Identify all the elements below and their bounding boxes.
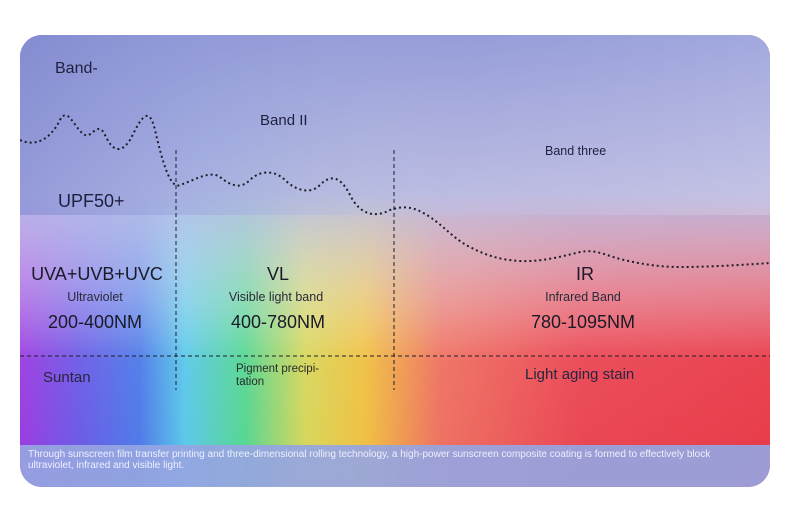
- ir-effect: Light aging stain: [525, 366, 635, 383]
- band1-label: Band-: [55, 60, 98, 77]
- spectrum-background: [20, 35, 770, 487]
- uv-range: 200-400NM: [47, 312, 143, 332]
- uv-name: Ultraviolet: [67, 290, 123, 304]
- vl-effect: Pigment precipi-tation: [236, 363, 320, 388]
- footer-bar: Through sunscreen film transfer printing…: [20, 445, 770, 487]
- vl-range: 400-780NM: [230, 312, 326, 332]
- ir-range: 780-1095NM: [530, 312, 636, 332]
- footer-text: Through sunscreen film transfer printing…: [28, 449, 711, 471]
- vl-name: Visible light band: [228, 290, 324, 304]
- band2-label: Band II: [260, 112, 308, 129]
- upf-label: UPF50+: [58, 191, 125, 211]
- uv-abbr: UVA+UVB+UVC: [31, 264, 163, 284]
- spectrum-card: Band- Band II Band three UPF50+ UVA+UVB+…: [20, 35, 770, 487]
- ir-abbr: IR: [576, 264, 594, 284]
- spectrum-curve: [20, 114, 770, 269]
- uv-effect: Suntan: [43, 369, 91, 386]
- vl-abbr: VL: [266, 264, 290, 284]
- ir-name: Infrared Band: [545, 290, 621, 304]
- band3-label: Band three: [545, 144, 607, 158]
